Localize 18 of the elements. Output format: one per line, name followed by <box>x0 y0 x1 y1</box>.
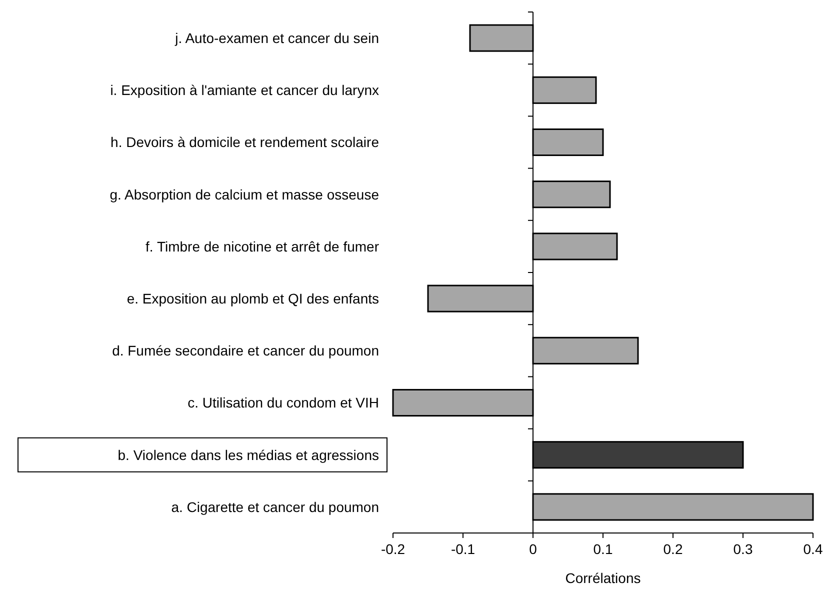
x-tick-label: 0.3 <box>733 541 753 557</box>
x-tick-label: -0.2 <box>380 541 406 557</box>
x-axis-title: Corrélations <box>565 570 641 586</box>
y-tick-label: i. Exposition à l'amiante et cancer du larynx <box>110 82 379 98</box>
y-tick-label: a. Cigarette et cancer du poumon <box>171 498 379 515</box>
y-tick-label: b. Violence dans les médias et agressions <box>118 446 379 463</box>
y-tick-label: f. Timbre de nicotine et arrêt de fumer <box>146 238 380 254</box>
y-tick-label: g. Absorption de calcium et masse osseuse <box>110 186 380 202</box>
y-tick-label: e. Exposition au plomb et QI des enfants <box>126 290 379 306</box>
x-tick-label: 0 <box>529 541 538 557</box>
y-tick-label: d. Fumée secondaire et cancer du poumon <box>112 342 379 359</box>
x-tick-label: 0.1 <box>593 541 613 557</box>
y-tick-label: j. Auto-examen et cancer du sein <box>174 30 379 46</box>
y-tick-label: c. Utilisation du condom et VIH <box>188 394 379 411</box>
y-tick-label: h. Devoirs à domicile et rendement scolaire <box>110 134 380 150</box>
x-tick-label: 0.4 <box>803 541 823 557</box>
x-tick-label: 0.2 <box>663 541 683 557</box>
x-tick-label: -0.1 <box>450 541 476 557</box>
